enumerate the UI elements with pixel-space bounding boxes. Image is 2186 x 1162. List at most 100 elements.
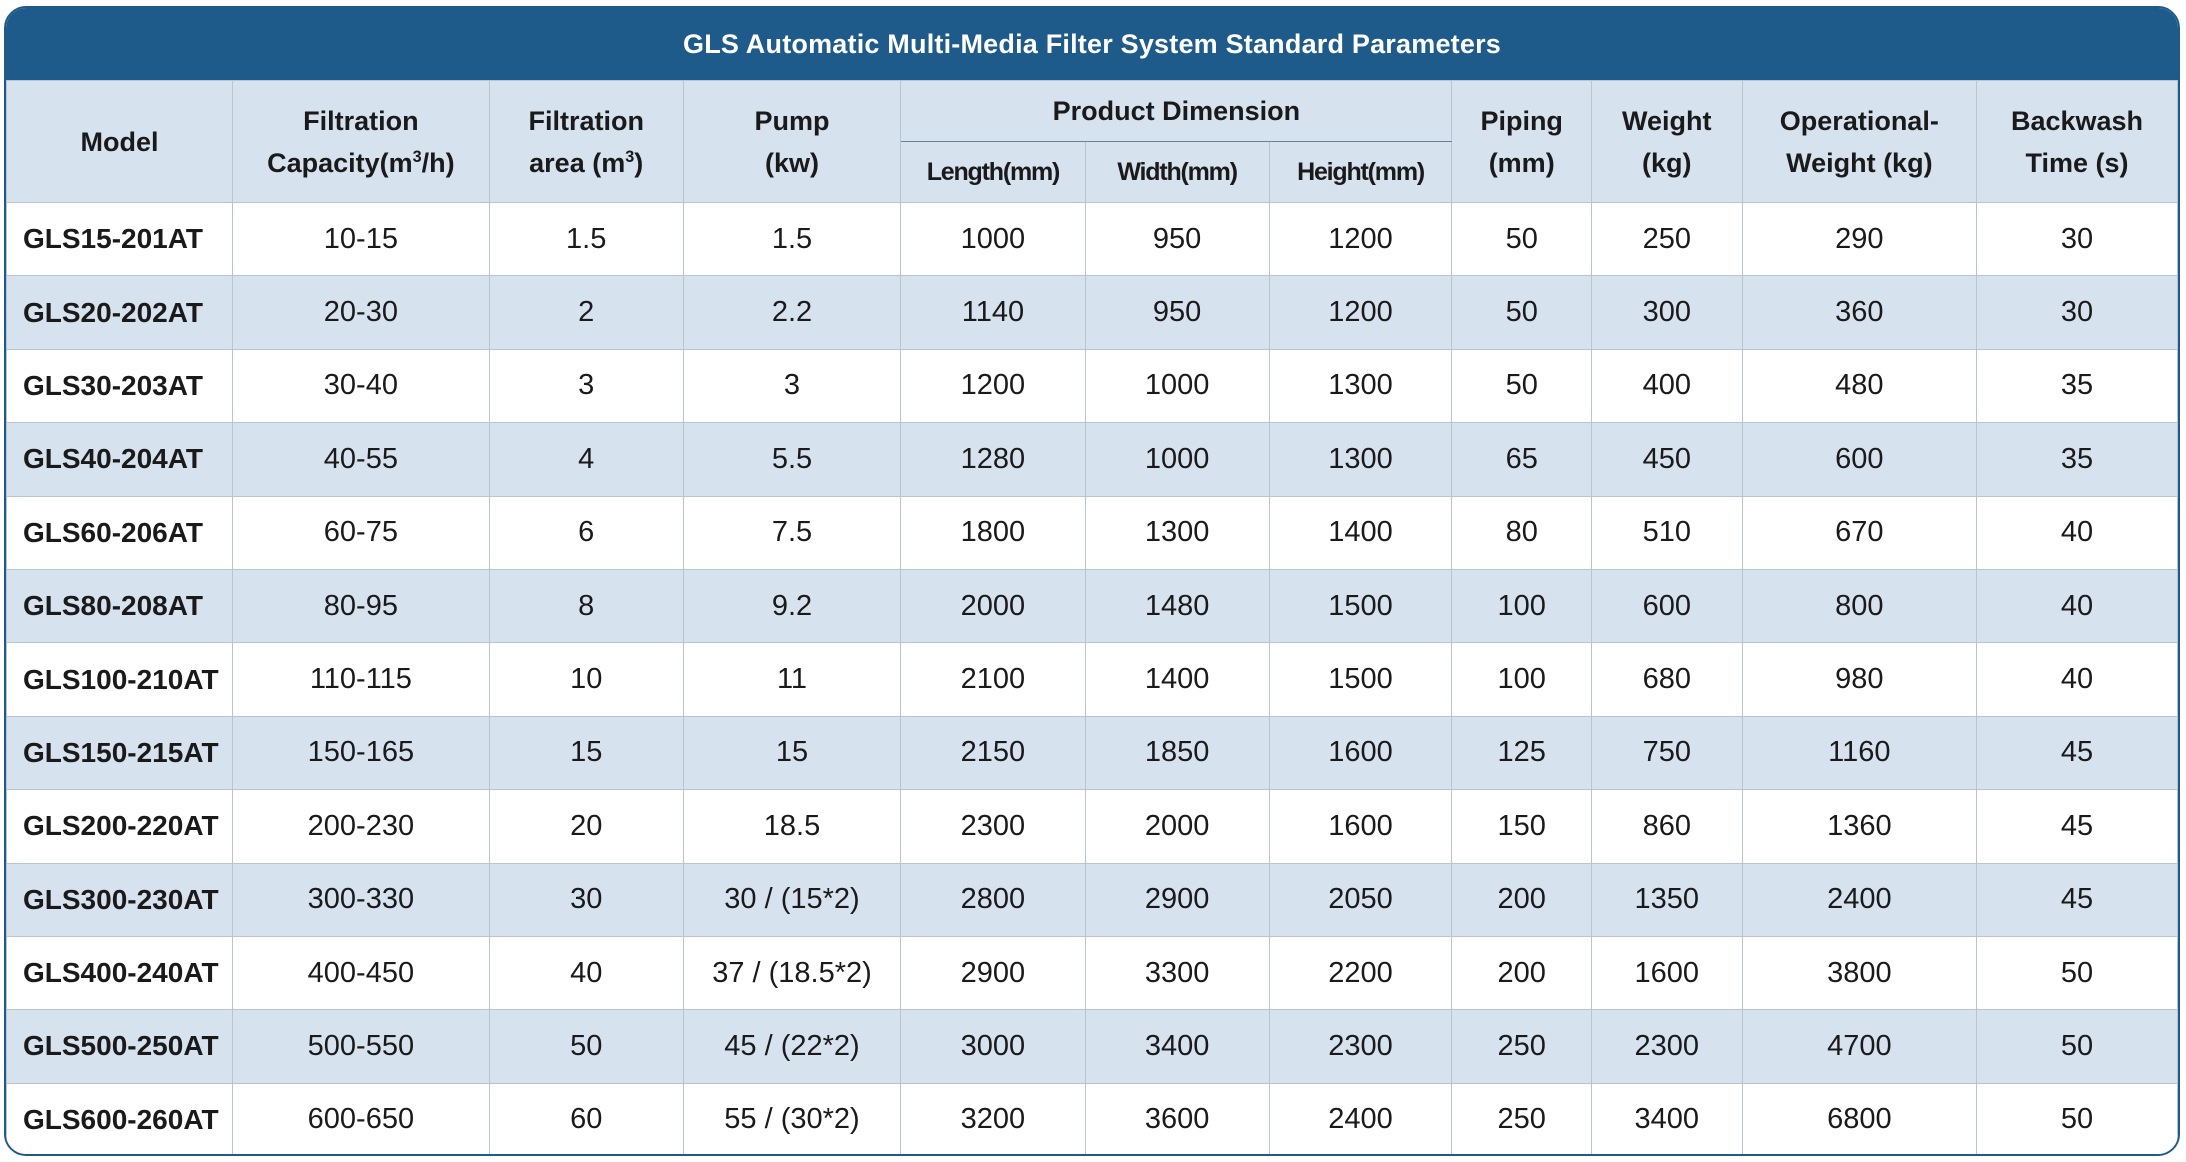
table-row: GLS80-208AT 80-95 8 9.2 2000 1480 1500 100 600 80… (6, 568, 2178, 644)
cell-height: 2050 (1268, 862, 1453, 937)
cell-backwash: 45 (1976, 862, 2178, 937)
cell-area: 30 (488, 862, 684, 937)
cell-capacity: 60-75 (232, 495, 490, 570)
cell-area: 6 (488, 495, 684, 570)
cell-capacity: 300-330 (232, 862, 490, 937)
header-product-dimension: Product Dimension (900, 80, 1453, 142)
cell-pump: 1.5 (682, 201, 902, 277)
cell-weight: 300 (1590, 275, 1743, 350)
cell-model: GLS150-215AT (6, 715, 234, 791)
cell-pump: 9.2 (682, 568, 902, 644)
cell-piping: 65 (1451, 422, 1592, 497)
table-row: GLS40-204AT 40-55 4 5.5 1280 1000 1300 65 450 600… (6, 422, 2178, 497)
cell-width: 1300 (1084, 495, 1270, 570)
cell-width: 1850 (1084, 715, 1270, 791)
cell-weight: 680 (1590, 642, 1743, 717)
header-pump: Pump (kw) (682, 80, 902, 203)
cell-pump: 5.5 (682, 422, 902, 497)
cell-height: 2400 (1268, 1082, 1453, 1154)
table-title: GLS Automatic Multi-Media Filter System … (6, 8, 2178, 80)
cell-backwash: 50 (1976, 935, 2178, 1011)
parameters-table: Model Filtration Capacity(m3/h) Filtrati… (6, 80, 2178, 1154)
cell-op-weight: 1360 (1741, 789, 1978, 864)
cell-pump: 2.2 (682, 275, 902, 350)
cell-op-weight: 290 (1741, 201, 1978, 277)
cell-area: 1.5 (488, 201, 684, 277)
cell-length: 1140 (900, 275, 1086, 350)
cell-length: 2000 (900, 568, 1086, 644)
header-length: Length(mm) (900, 141, 1086, 203)
cell-piping: 100 (1451, 642, 1592, 717)
cell-piping: 50 (1451, 201, 1592, 277)
cell-height: 2300 (1268, 1009, 1453, 1084)
cell-piping: 80 (1451, 495, 1592, 570)
cell-model: GLS15-201AT (6, 201, 234, 277)
cell-length: 3000 (900, 1009, 1086, 1084)
cell-capacity: 600-650 (232, 1082, 490, 1154)
cell-weight: 2300 (1590, 1009, 1743, 1084)
header-capacity: Filtration Capacity(m3/h) (232, 80, 490, 203)
cell-pump: 30 / (15*2) (682, 862, 902, 937)
cell-op-weight: 600 (1741, 422, 1978, 497)
cell-length: 2900 (900, 935, 1086, 1011)
cell-backwash: 40 (1976, 495, 2178, 570)
cell-pump: 7.5 (682, 495, 902, 570)
cell-op-weight: 6800 (1741, 1082, 1978, 1154)
cell-length: 1280 (900, 422, 1086, 497)
cell-model: GLS60-206AT (6, 495, 234, 570)
cell-pump: 45 / (22*2) (682, 1009, 902, 1084)
cell-area: 8 (488, 568, 684, 644)
cell-capacity: 40-55 (232, 422, 490, 497)
cell-area: 20 (488, 789, 684, 864)
cell-capacity: 20-30 (232, 275, 490, 350)
cell-piping: 125 (1451, 715, 1592, 791)
cell-backwash: 50 (1976, 1009, 2178, 1084)
table-row: GLS20-202AT 20-30 2 2.2 1140 950 1200 50 300 360 3… (6, 275, 2178, 350)
header-model: Model (6, 80, 234, 203)
cell-width: 2000 (1084, 789, 1270, 864)
cell-height: 1600 (1268, 715, 1453, 791)
cell-piping: 200 (1451, 862, 1592, 937)
cell-backwash: 45 (1976, 789, 2178, 864)
table-row: GLS15-201AT 10-15 1.5 1.5 1000 950 1200 50 250 29… (6, 201, 2178, 277)
cell-width: 2900 (1084, 862, 1270, 937)
cell-backwash: 40 (1976, 568, 2178, 644)
table-row: GLS400-240AT 400-450 40 37 / (18.5*2) 2900 33… (6, 935, 2178, 1011)
cell-area: 4 (488, 422, 684, 497)
cell-model: GLS20-202AT (6, 275, 234, 350)
cell-capacity: 10-15 (232, 201, 490, 277)
cell-area: 3 (488, 348, 684, 424)
cell-backwash: 40 (1976, 642, 2178, 717)
cell-op-weight: 1160 (1741, 715, 1978, 791)
cell-pump: 11 (682, 642, 902, 717)
cell-op-weight: 3800 (1741, 935, 1978, 1011)
cell-weight: 450 (1590, 422, 1743, 497)
table-row: GLS100-210AT 110-115 10 11 2100 1400 1500 100 68… (6, 642, 2178, 717)
cell-area: 10 (488, 642, 684, 717)
header-weight: Weight (kg) (1590, 80, 1743, 203)
cell-area: 15 (488, 715, 684, 791)
cell-op-weight: 2400 (1741, 862, 1978, 937)
cell-backwash: 50 (1976, 1082, 2178, 1154)
cell-width: 3400 (1084, 1009, 1270, 1084)
cell-capacity: 80-95 (232, 568, 490, 644)
cell-piping: 200 (1451, 935, 1592, 1011)
cell-pump: 18.5 (682, 789, 902, 864)
cell-model: GLS400-240AT (6, 935, 234, 1011)
cell-height: 1400 (1268, 495, 1453, 570)
cell-piping: 100 (1451, 568, 1592, 644)
cell-op-weight: 480 (1741, 348, 1978, 424)
cell-model: GLS600-260AT (6, 1082, 234, 1154)
cell-width: 950 (1084, 201, 1270, 277)
cell-capacity: 400-450 (232, 935, 490, 1011)
cell-length: 3200 (900, 1082, 1086, 1154)
cell-op-weight: 800 (1741, 568, 1978, 644)
cell-weight: 1350 (1590, 862, 1743, 937)
cell-piping: 150 (1451, 789, 1592, 864)
cell-op-weight: 670 (1741, 495, 1978, 570)
cell-capacity: 500-550 (232, 1009, 490, 1084)
table-row: GLS60-206AT 60-75 6 7.5 1800 1300 1400 80 510 670… (6, 495, 2178, 570)
cell-weight: 400 (1590, 348, 1743, 424)
cell-width: 3300 (1084, 935, 1270, 1011)
cell-width: 1400 (1084, 642, 1270, 717)
